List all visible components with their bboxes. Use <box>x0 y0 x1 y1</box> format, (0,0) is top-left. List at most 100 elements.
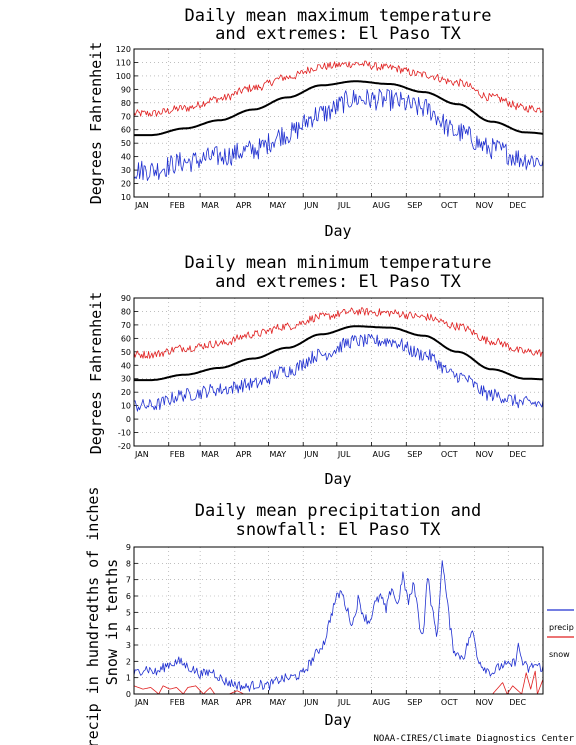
y-tick-label: 40 <box>121 361 131 370</box>
chart3-x-axis-label: Day <box>324 711 351 729</box>
y-tick-label: 6 <box>126 592 131 601</box>
x-tick-label: AUG <box>373 698 391 707</box>
x-tick-label: DEC <box>509 698 526 707</box>
chart3-legend: precip snow <box>547 609 574 659</box>
y-tick-label: 50 <box>121 139 131 148</box>
y-tick-label: 0 <box>126 690 131 699</box>
y-tick-label: 0 <box>126 415 131 424</box>
y-tick-label: 5 <box>126 608 131 617</box>
x-tick-label: NOV <box>476 698 494 707</box>
x-tick-label: SEP <box>407 450 422 459</box>
y-tick-label: 1 <box>126 674 131 683</box>
chart2-title-line1: Daily mean minimum temperature <box>184 253 491 273</box>
x-tick-label: MAY <box>269 450 286 459</box>
y-tick-label: -10 <box>118 429 131 438</box>
x-tick-label: JUN <box>303 201 318 210</box>
chart3-plot-area: 0 1 2 3 4 5 6 7 8 9 JAN FEB MAR APR MAY JUN JUL AUG SEP OCT… <box>126 543 544 707</box>
chart1-title-line1: Daily mean maximum temperature <box>184 6 491 26</box>
credit-text: NOAA-CIRES/Climate Diagnostics Center <box>374 734 575 744</box>
chart1-y-axis-label: Degrees Fahrenheit <box>87 42 105 205</box>
series-line-mean <box>134 325 544 382</box>
y-tick-label: 60 <box>121 334 131 343</box>
y-tick-label: 30 <box>121 375 131 384</box>
y-tick-label: 90 <box>121 85 131 94</box>
y-tick-label: 60 <box>121 126 131 135</box>
y-tick-label: 70 <box>121 112 131 121</box>
y-tick-label: 8 <box>126 559 131 568</box>
y-tick-label: 10 <box>121 193 131 202</box>
x-tick-label: JAN <box>134 698 149 707</box>
x-tick-label: FEB <box>170 698 185 707</box>
series-line-snow <box>133 670 544 695</box>
x-tick-label: FEB <box>170 450 185 459</box>
y-tick-label: 3 <box>126 641 131 650</box>
y-tick-label: 50 <box>121 348 131 357</box>
x-tick-label: MAR <box>201 450 219 459</box>
x-tick-label: OCT <box>441 450 458 459</box>
x-tick-label: MAY <box>269 201 286 210</box>
chart3-title-line2: snowfall: El Paso TX <box>236 520 441 540</box>
chart3-y-axis-label-line1: Precip in hundredths of inches <box>84 487 102 745</box>
legend-precip-label: precip <box>549 623 574 632</box>
chart2-y-axis-label: Degrees Fahrenheit <box>87 292 105 455</box>
x-tick-label: JAN <box>134 201 149 210</box>
y-tick-label: 4 <box>126 625 131 634</box>
x-tick-label: APR <box>236 450 252 459</box>
x-tick-label: APR <box>236 698 252 707</box>
x-tick-label: OCT <box>441 201 458 210</box>
x-tick-label: DEC <box>509 201 526 210</box>
y-tick-label: -20 <box>118 442 131 451</box>
chart2-x-axis-label: Day <box>324 470 351 488</box>
series-line-record_low <box>133 88 544 182</box>
chart2-plot-area: -20 -10 0 10 20 30 40 50 60 70 80 90 JAN FEB MAR APR MAY… <box>118 294 544 459</box>
plot-frame <box>133 546 544 695</box>
chart1-title-line2: and extremes: El Paso TX <box>215 24 461 44</box>
x-tick-label: JUL <box>337 698 351 707</box>
y-tick-label: 20 <box>121 180 131 189</box>
y-tick-label: 2 <box>126 657 131 666</box>
chart2-title-line2: and extremes: El Paso TX <box>215 272 461 292</box>
series-line-precip <box>133 560 544 692</box>
y-tick-label: 30 <box>121 166 131 175</box>
y-tick-label: 90 <box>121 294 131 303</box>
chart3-y-axis-label-line2: Snow in tenths <box>103 559 121 685</box>
x-tick-label: JUL <box>337 450 351 459</box>
x-tick-label: JAN <box>134 450 149 459</box>
x-tick-label: SEP <box>407 201 422 210</box>
y-tick-label: 80 <box>121 307 131 316</box>
y-tick-label: 9 <box>126 543 131 552</box>
y-tick-label: 80 <box>121 99 131 108</box>
x-tick-label: DEC <box>509 450 526 459</box>
series-line-record_low <box>133 333 544 412</box>
x-tick-label: MAR <box>201 201 219 210</box>
y-tick-label: 120 <box>116 45 131 54</box>
y-tick-label: 100 <box>116 72 131 81</box>
y-tick-label: 40 <box>121 153 131 162</box>
x-tick-label: JUL <box>337 201 351 210</box>
x-tick-label: JUN <box>303 698 318 707</box>
chart1-plot-area: 10 20 30 40 50 60 70 80 90 100 110 120 JAN FEB MAR APR M… <box>116 45 544 210</box>
y-tick-label: 110 <box>116 58 131 67</box>
x-tick-label: APR <box>236 201 252 210</box>
x-tick-label: NOV <box>476 201 494 210</box>
x-tick-label: SEP <box>407 698 422 707</box>
series-line-record_high <box>133 307 544 359</box>
chart3-title-line1: Daily mean precipitation and <box>195 501 482 521</box>
x-tick-label: AUG <box>373 450 391 459</box>
y-tick-label: 7 <box>126 576 131 585</box>
x-tick-label: MAY <box>269 698 286 707</box>
series-line-mean <box>134 80 544 137</box>
x-tick-label: JUN <box>303 450 318 459</box>
plot-frame <box>133 48 544 198</box>
chart1-x-axis-label: Day <box>324 222 351 240</box>
y-tick-label: 70 <box>121 321 131 330</box>
legend-snow-label: snow <box>549 650 570 659</box>
plot-frame <box>133 297 544 447</box>
x-tick-label: AUG <box>373 201 391 210</box>
x-tick-label: MAR <box>201 698 219 707</box>
y-tick-label: 20 <box>121 388 131 397</box>
series-line-record_high <box>133 60 544 117</box>
x-tick-label: OCT <box>441 698 458 707</box>
x-tick-label: NOV <box>476 450 494 459</box>
